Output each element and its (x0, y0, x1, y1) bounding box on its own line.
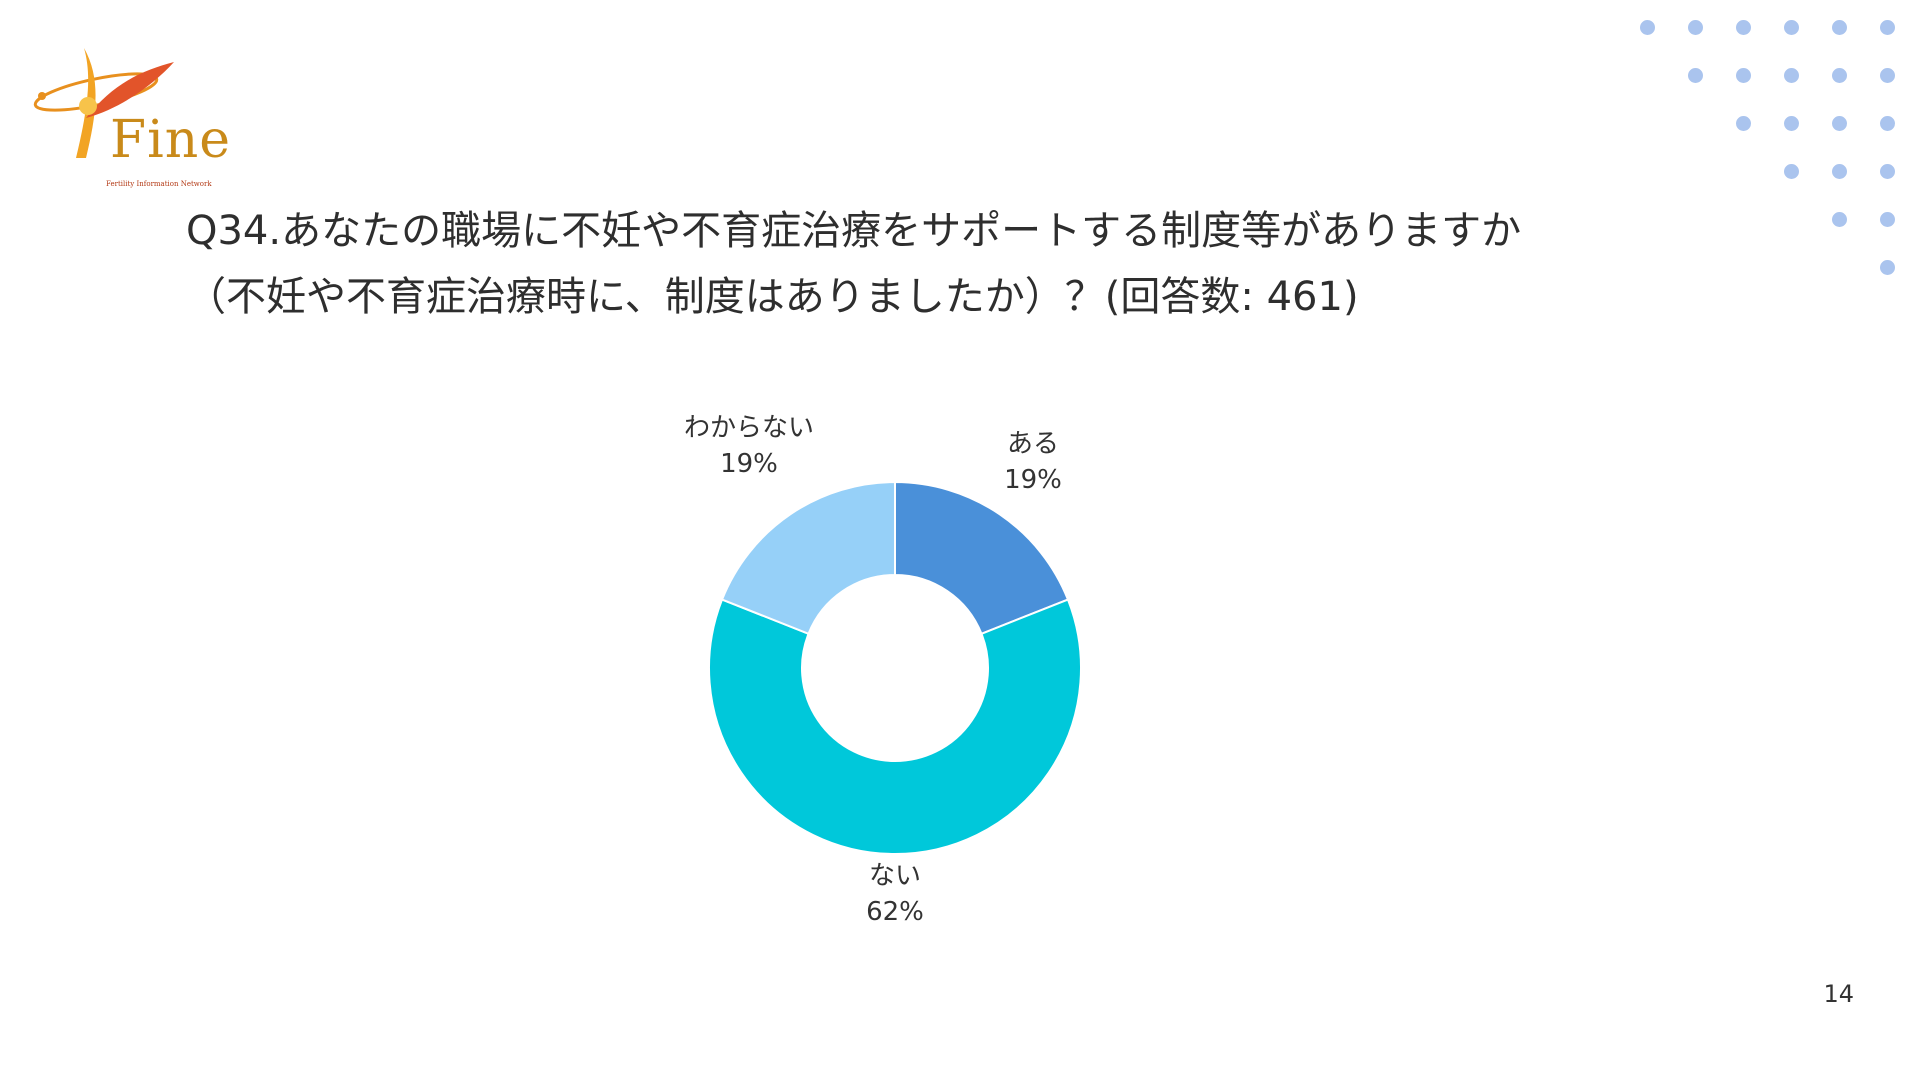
decorative-dot (1832, 68, 1847, 83)
decorative-dot (1736, 20, 1751, 35)
decorative-dot (1880, 212, 1895, 227)
decorative-dot (1832, 212, 1847, 227)
decorative-dot (1688, 68, 1703, 83)
decorative-dot (1880, 116, 1895, 131)
slice-value-aru: 19% (1004, 465, 1062, 495)
decorative-dot (1832, 116, 1847, 131)
slice-value-wakaranai: 19% (720, 449, 778, 479)
slice-label-wakaranai: わからない (684, 413, 814, 443)
donut-slice-nai (708, 598, 1082, 856)
title-line-2: （不妊や不育症治療時に、制度はありましたか）？(回答数: 461) (186, 274, 1359, 320)
decorative-dot (1880, 260, 1895, 275)
decorative-dot-grid (1640, 20, 1920, 300)
decorative-dot (1688, 20, 1703, 35)
decorative-dot (1784, 164, 1799, 179)
logo-subtext: Fertility Information Network (106, 180, 212, 188)
donut-slice-aru (894, 480, 1070, 636)
donut-slice-wakaranai (720, 480, 896, 636)
slice-label-nai: ない (869, 861, 921, 891)
decorative-dot (1784, 116, 1799, 131)
page-title: Q34.あなたの職場に不妊や不育症治療をサポートする制度等がありますか （不妊や… (186, 198, 1626, 330)
slice-value-nai: 62% (866, 897, 924, 927)
decorative-dot (1640, 20, 1655, 35)
decorative-dot (1784, 68, 1799, 83)
decorative-dot (1880, 20, 1895, 35)
decorative-dot (1832, 20, 1847, 35)
decorative-dot (1880, 68, 1895, 83)
decorative-dot (1832, 164, 1847, 179)
decorative-dot (1880, 164, 1895, 179)
logo-text: Fine (110, 110, 231, 170)
decorative-dot (1736, 116, 1751, 131)
fine-logo-mark (33, 48, 174, 158)
title-line-1: Q34.あなたの職場に不妊や不育症治療をサポートする制度等がありますか (186, 208, 1522, 254)
decorative-dot (1736, 68, 1751, 83)
donut-chart: ある 19% ない 62% わからない 19% (684, 413, 1082, 927)
fine-logo: Fine Fertility Information Network (26, 30, 230, 188)
page-number: 14 (1823, 980, 1854, 1008)
slice-label-aru: ある (1007, 429, 1059, 459)
decorative-dot (1784, 20, 1799, 35)
